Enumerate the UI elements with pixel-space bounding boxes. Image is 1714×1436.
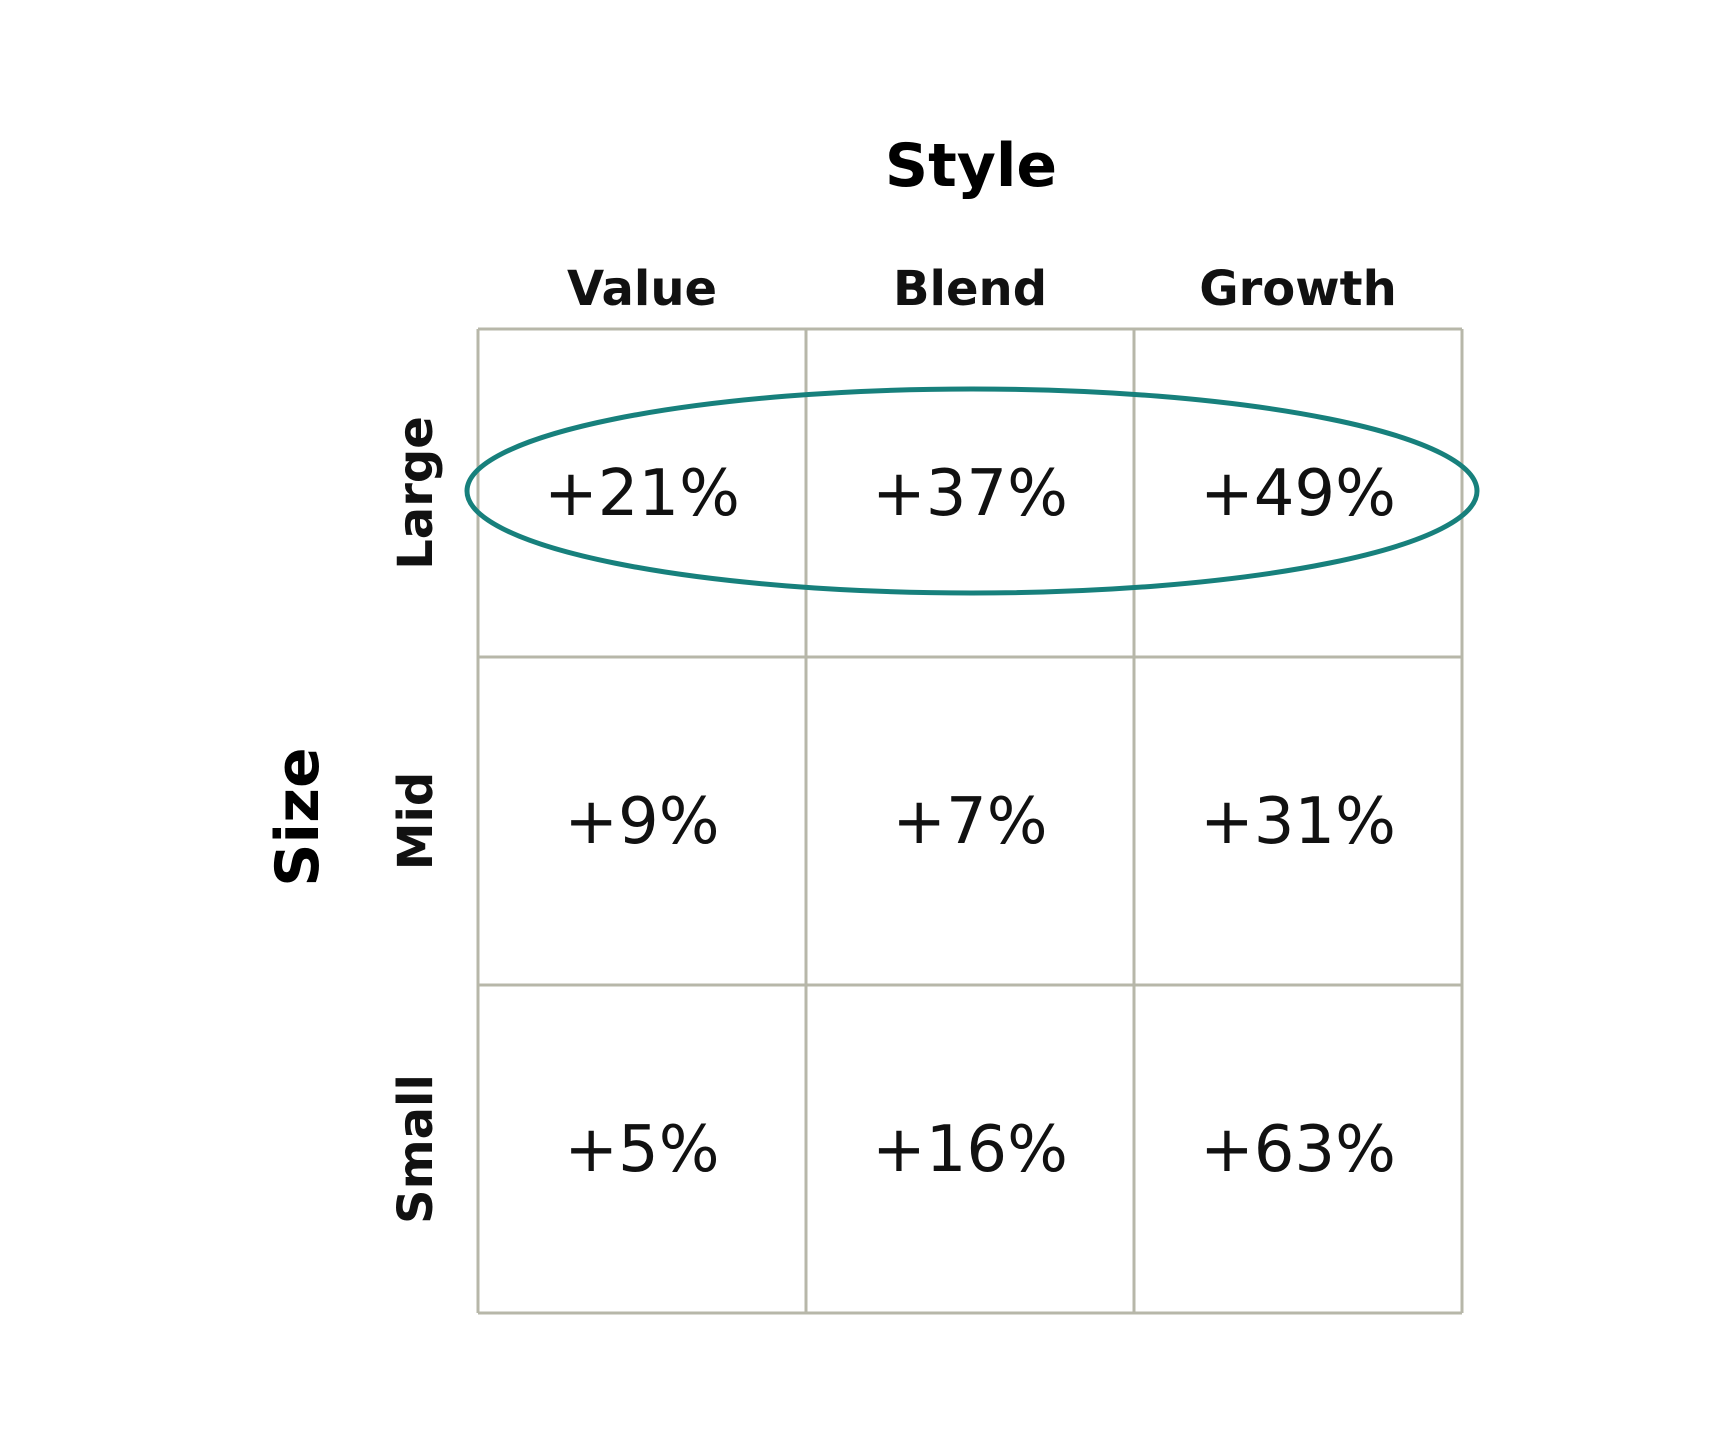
row-axis-title: Size	[263, 747, 333, 886]
row-label-large: Large	[388, 416, 444, 570]
cell-value-small-growth: +63%	[1200, 1113, 1396, 1187]
highlight-ellipse	[464, 386, 1480, 596]
cell-value-mid-blend: +7%	[892, 785, 1047, 859]
cell-value-mid-value: +9%	[564, 785, 719, 859]
cell-value-large-value: +21%	[544, 457, 740, 531]
cell-value-large-blend: +37%	[872, 457, 1068, 531]
row-label-mid: Mid	[388, 772, 444, 871]
cell-value-small-value: +5%	[564, 1113, 719, 1187]
column-label-value: Value	[567, 261, 717, 317]
column-axis-title: Style	[885, 131, 1057, 201]
cell-value-large-growth: +49%	[1200, 457, 1396, 531]
row-label-small: Small	[388, 1074, 444, 1224]
row-labels: Large Mid Small	[388, 416, 444, 1224]
column-label-growth: Growth	[1199, 261, 1397, 317]
grid-lines	[476, 327, 1464, 1315]
cell-values: +21% +37% +49% +9% +7% +31% +5% +16% +63%	[544, 457, 1396, 1187]
cell-value-small-blend: +16%	[872, 1113, 1068, 1187]
column-label-blend: Blend	[893, 261, 1047, 317]
cell-value-mid-growth: +31%	[1200, 785, 1396, 859]
column-labels: Value Blend Growth	[567, 261, 1397, 317]
